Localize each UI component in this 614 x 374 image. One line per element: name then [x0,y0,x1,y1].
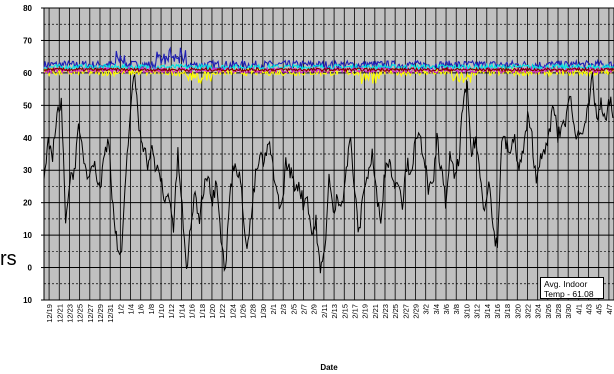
x-tick-label: 1/8 [147,304,156,314]
x-tick-label: 1/14 [177,304,186,319]
x-tick-label: 12/21 [55,304,64,323]
x-tick-label: 1/10 [157,304,166,319]
x-tick-label: 1/20 [208,304,217,319]
x-tick-label: 2/25 [391,304,400,319]
x-tick-label: 12/25 [76,304,85,323]
x-tick-label: 3/10 [462,304,471,319]
x-tick-label: 3/16 [493,304,502,319]
y-tick-label: 50 [23,101,32,110]
x-tick-label: 2/21 [371,304,380,319]
x-tick-label: 2/3 [279,304,288,314]
x-tick-label: 3/22 [523,304,532,319]
y-tick-label: 40 [23,134,32,143]
x-tick-label: 2/27 [401,304,410,319]
x-axis-label: Date [320,363,338,372]
x-tick-label: 1/26 [238,304,247,319]
x-tick-label: 12/19 [45,304,54,323]
average-temperature-note: Avg. Indoor Temp - 61.08 [540,277,604,299]
y-tick-label: 30 [23,166,32,175]
y-tick-label: 10 [23,296,32,305]
outdoor-temperature-line [43,72,614,274]
x-tick-label: 4/5 [595,304,604,314]
x-tick-label: 1/22 [218,304,227,319]
x-tick-label: 3/20 [513,304,522,319]
x-tick-label: 12/23 [65,304,74,323]
note-line-1: Avg. Indoor [544,279,588,289]
x-tick-label: 1/6 [137,304,146,314]
x-tick-label: 1/30 [259,304,268,319]
y-tick-label: 80 [23,4,32,13]
x-tick-label: 3/2 [422,304,431,314]
y-tick-label: 10 [23,231,32,240]
y-tick-label: 60 [23,69,32,78]
x-tick-label: 1/12 [167,304,176,319]
x-tick-label: 1/16 [188,304,197,319]
x-tick-label: 3/4 [432,304,441,314]
series-lines [43,46,614,274]
y-axis-ticks: 10 0 10 20 30 40 50 60 70 80 [23,4,44,305]
y-tick-label: 0 [28,264,33,273]
x-tick-label: 12/29 [96,304,105,323]
x-tick-label: 3/12 [473,304,482,319]
y-tick-label: 70 [23,36,32,45]
x-tick-label: 3/26 [544,304,553,319]
x-tick-label: 2/5 [289,304,298,314]
x-tick-label: 2/7 [300,304,309,314]
x-tick-label: 2/13 [330,304,339,319]
x-tick-label: 2/15 [340,304,349,319]
x-tick-label: 2/19 [361,304,370,319]
y-tick-label: 20 [23,199,32,208]
x-tick-label: 3/8 [452,304,461,314]
x-tick-label: 4/3 [585,304,594,314]
x-tick-label: 2/29 [412,304,421,319]
x-tick-label: 3/28 [554,304,563,319]
x-tick-label: 2/11 [320,304,329,318]
x-tick-label: 3/6 [442,304,451,314]
x-tick-label: 1/24 [228,304,237,319]
x-tick-label: 12/27 [86,304,95,323]
x-tick-label: 12/31 [106,304,115,323]
x-tick-label: 4/1 [574,304,583,314]
x-tick-label: 3/30 [564,304,573,319]
x-tick-label: 3/14 [483,304,492,319]
x-tick-label: 1/28 [249,304,258,319]
x-tick-label: 2/17 [350,304,359,319]
indoor-temperature-line [43,66,614,73]
note-line-2: Temp - 61.08 [544,289,594,299]
x-tick-label: 1/4 [127,304,136,314]
x-tick-label: 2/1 [269,304,278,314]
x-tick-label: 3/24 [534,304,543,319]
cropped-left-text: rs [0,248,17,270]
x-tick-label: 2/23 [381,304,390,319]
x-tick-label: 1/18 [198,304,207,319]
x-tick-label: 3/18 [503,304,512,319]
x-tick-label: 1/2 [116,304,125,314]
x-tick-label: 2/9 [310,304,319,314]
x-tick-label: 4/7 [605,304,614,314]
indoor-temperature-line [43,62,614,72]
x-axis-ticks: 12/19 12/21 12/23 12/25 12/27 12/29 12/31 1/2 1/… [45,304,614,323]
